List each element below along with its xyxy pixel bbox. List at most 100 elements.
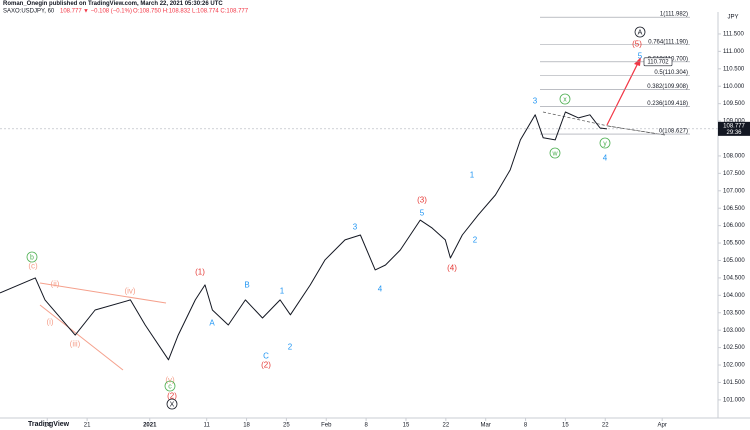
x-tick-label: 15: [562, 423, 569, 429]
wave-label: A: [638, 29, 643, 36]
y-tick-label: 106.500: [723, 206, 745, 212]
wave-label: (4): [447, 264, 457, 273]
wave-circle: [559, 93, 571, 105]
wave-label: 5: [420, 209, 425, 218]
wave-label: (2): [167, 392, 177, 401]
wave-label: 4: [603, 154, 608, 163]
x-tick-label: 8: [524, 423, 528, 429]
wave-label: c: [168, 383, 172, 390]
wave-label: 3: [353, 223, 358, 232]
wave-label: 1: [280, 287, 285, 296]
wave-label: A: [209, 319, 215, 328]
x-tick-label: 21: [84, 423, 91, 429]
trend-line: [39, 304, 124, 371]
wave-circle: [164, 380, 176, 392]
x-tick-label: 8: [364, 423, 368, 429]
wave-label: (ii): [51, 280, 60, 289]
wave-label: 3: [533, 97, 538, 106]
arrow-head: [634, 57, 641, 66]
y-tick-label: 101.000: [723, 397, 745, 403]
x-tick-label: Feb: [321, 423, 332, 429]
wave-label: (1): [195, 268, 205, 277]
fib-label: 0.236(109.418): [647, 101, 688, 107]
y-tick-label: 102.500: [723, 345, 745, 351]
change: ▼ −0.108 (−0.1%): [83, 9, 132, 15]
wave-label: C: [263, 352, 269, 361]
y-tick-label: 107.000: [723, 188, 745, 194]
wave-label: w: [551, 150, 558, 157]
fib-label: 0(108.627): [659, 129, 688, 135]
last-price-label: 108.777: [723, 123, 745, 129]
fib-label: 0.5(110.304): [654, 70, 688, 76]
y-tick-label: 107.500: [723, 171, 745, 177]
wave-label: (c): [28, 262, 38, 271]
wave-label: (iv): [124, 287, 135, 296]
wave-label: 5: [638, 52, 643, 61]
y-tick-label: 110.000: [723, 84, 745, 90]
wave-label: 4: [378, 285, 383, 294]
wave-circle: [599, 137, 611, 149]
y-tick-label: 101.500: [723, 380, 745, 386]
wave-label: (v): [165, 376, 175, 385]
last: 108.777: [60, 9, 82, 15]
y-tick-label: 102.000: [723, 363, 745, 369]
wave-label: y: [603, 140, 607, 147]
author-line: Roman_Onegin published on TradingView.co…: [3, 1, 223, 7]
wave-label: 2: [473, 236, 478, 245]
x-tick-label: 2021: [143, 423, 157, 429]
wave-label: x: [563, 96, 567, 103]
fib-label: 1(111.982): [660, 12, 688, 18]
x-tick-label: 11: [204, 423, 211, 429]
last-price-box: [718, 121, 750, 136]
target-box: [643, 57, 673, 67]
target-label: 110.702: [647, 59, 669, 65]
wave-label: 1: [470, 171, 475, 180]
trend-line: [39, 282, 167, 304]
x-tick-label: 18: [243, 423, 250, 429]
wave-label: 2: [288, 343, 293, 352]
symbol: SAXO:USDJPY, 60: [3, 9, 55, 15]
x-tick-label: 15: [403, 423, 410, 429]
wave-label: (i): [46, 318, 53, 327]
wave-circle: [549, 147, 561, 159]
wave-circle: [166, 398, 178, 410]
y-tick-label: 109.500: [723, 101, 745, 107]
wave-label: (5): [632, 40, 642, 49]
y-tick-label: 103.500: [723, 310, 745, 316]
wave-label: (2): [261, 361, 271, 370]
x-tick-label: 22: [442, 423, 449, 429]
y-tick-label: 109.000: [723, 119, 745, 125]
wave-label: B: [244, 281, 249, 290]
y-tick-label: 105.000: [723, 258, 745, 264]
axis-unit: JPY: [727, 15, 738, 21]
wave-label: (iii): [70, 340, 81, 349]
footer: TradingView: [28, 421, 70, 428]
fib-label: 0.764(111.190): [648, 39, 688, 45]
y-tick-label: 104.500: [723, 275, 745, 281]
y-tick-label: 103.000: [723, 328, 745, 334]
wave-label: b: [30, 254, 34, 261]
x-tick-label: 25: [283, 423, 290, 429]
y-tick-label: 105.500: [723, 241, 745, 247]
x-tick-label: Apr: [658, 423, 667, 429]
y-tick-label: 106.000: [723, 223, 745, 229]
fib-label: 0.382(109.908): [647, 84, 688, 90]
y-tick-label: 110.500: [723, 66, 745, 72]
x-tick-label: 14: [44, 423, 51, 429]
wave-label: (3): [417, 196, 427, 205]
price-line: [0, 111, 608, 361]
x-tick-label: 22: [602, 423, 609, 429]
wave-label: X: [170, 401, 175, 408]
wave-circle: [26, 251, 38, 263]
y-tick-label: 108.000: [723, 154, 745, 160]
target-arrow: [606, 62, 639, 126]
countdown: 29:36: [726, 130, 742, 136]
wave-circle: [634, 26, 646, 38]
ohlc: O:108.750 H:108.832 L:108.774 C:108.777: [133, 9, 249, 15]
x-tick-label: Mar: [481, 423, 491, 429]
y-tick-label: 104.000: [723, 293, 745, 299]
y-tick-label: 111.500: [723, 32, 744, 38]
y-tick-label: 111.000: [723, 49, 744, 55]
